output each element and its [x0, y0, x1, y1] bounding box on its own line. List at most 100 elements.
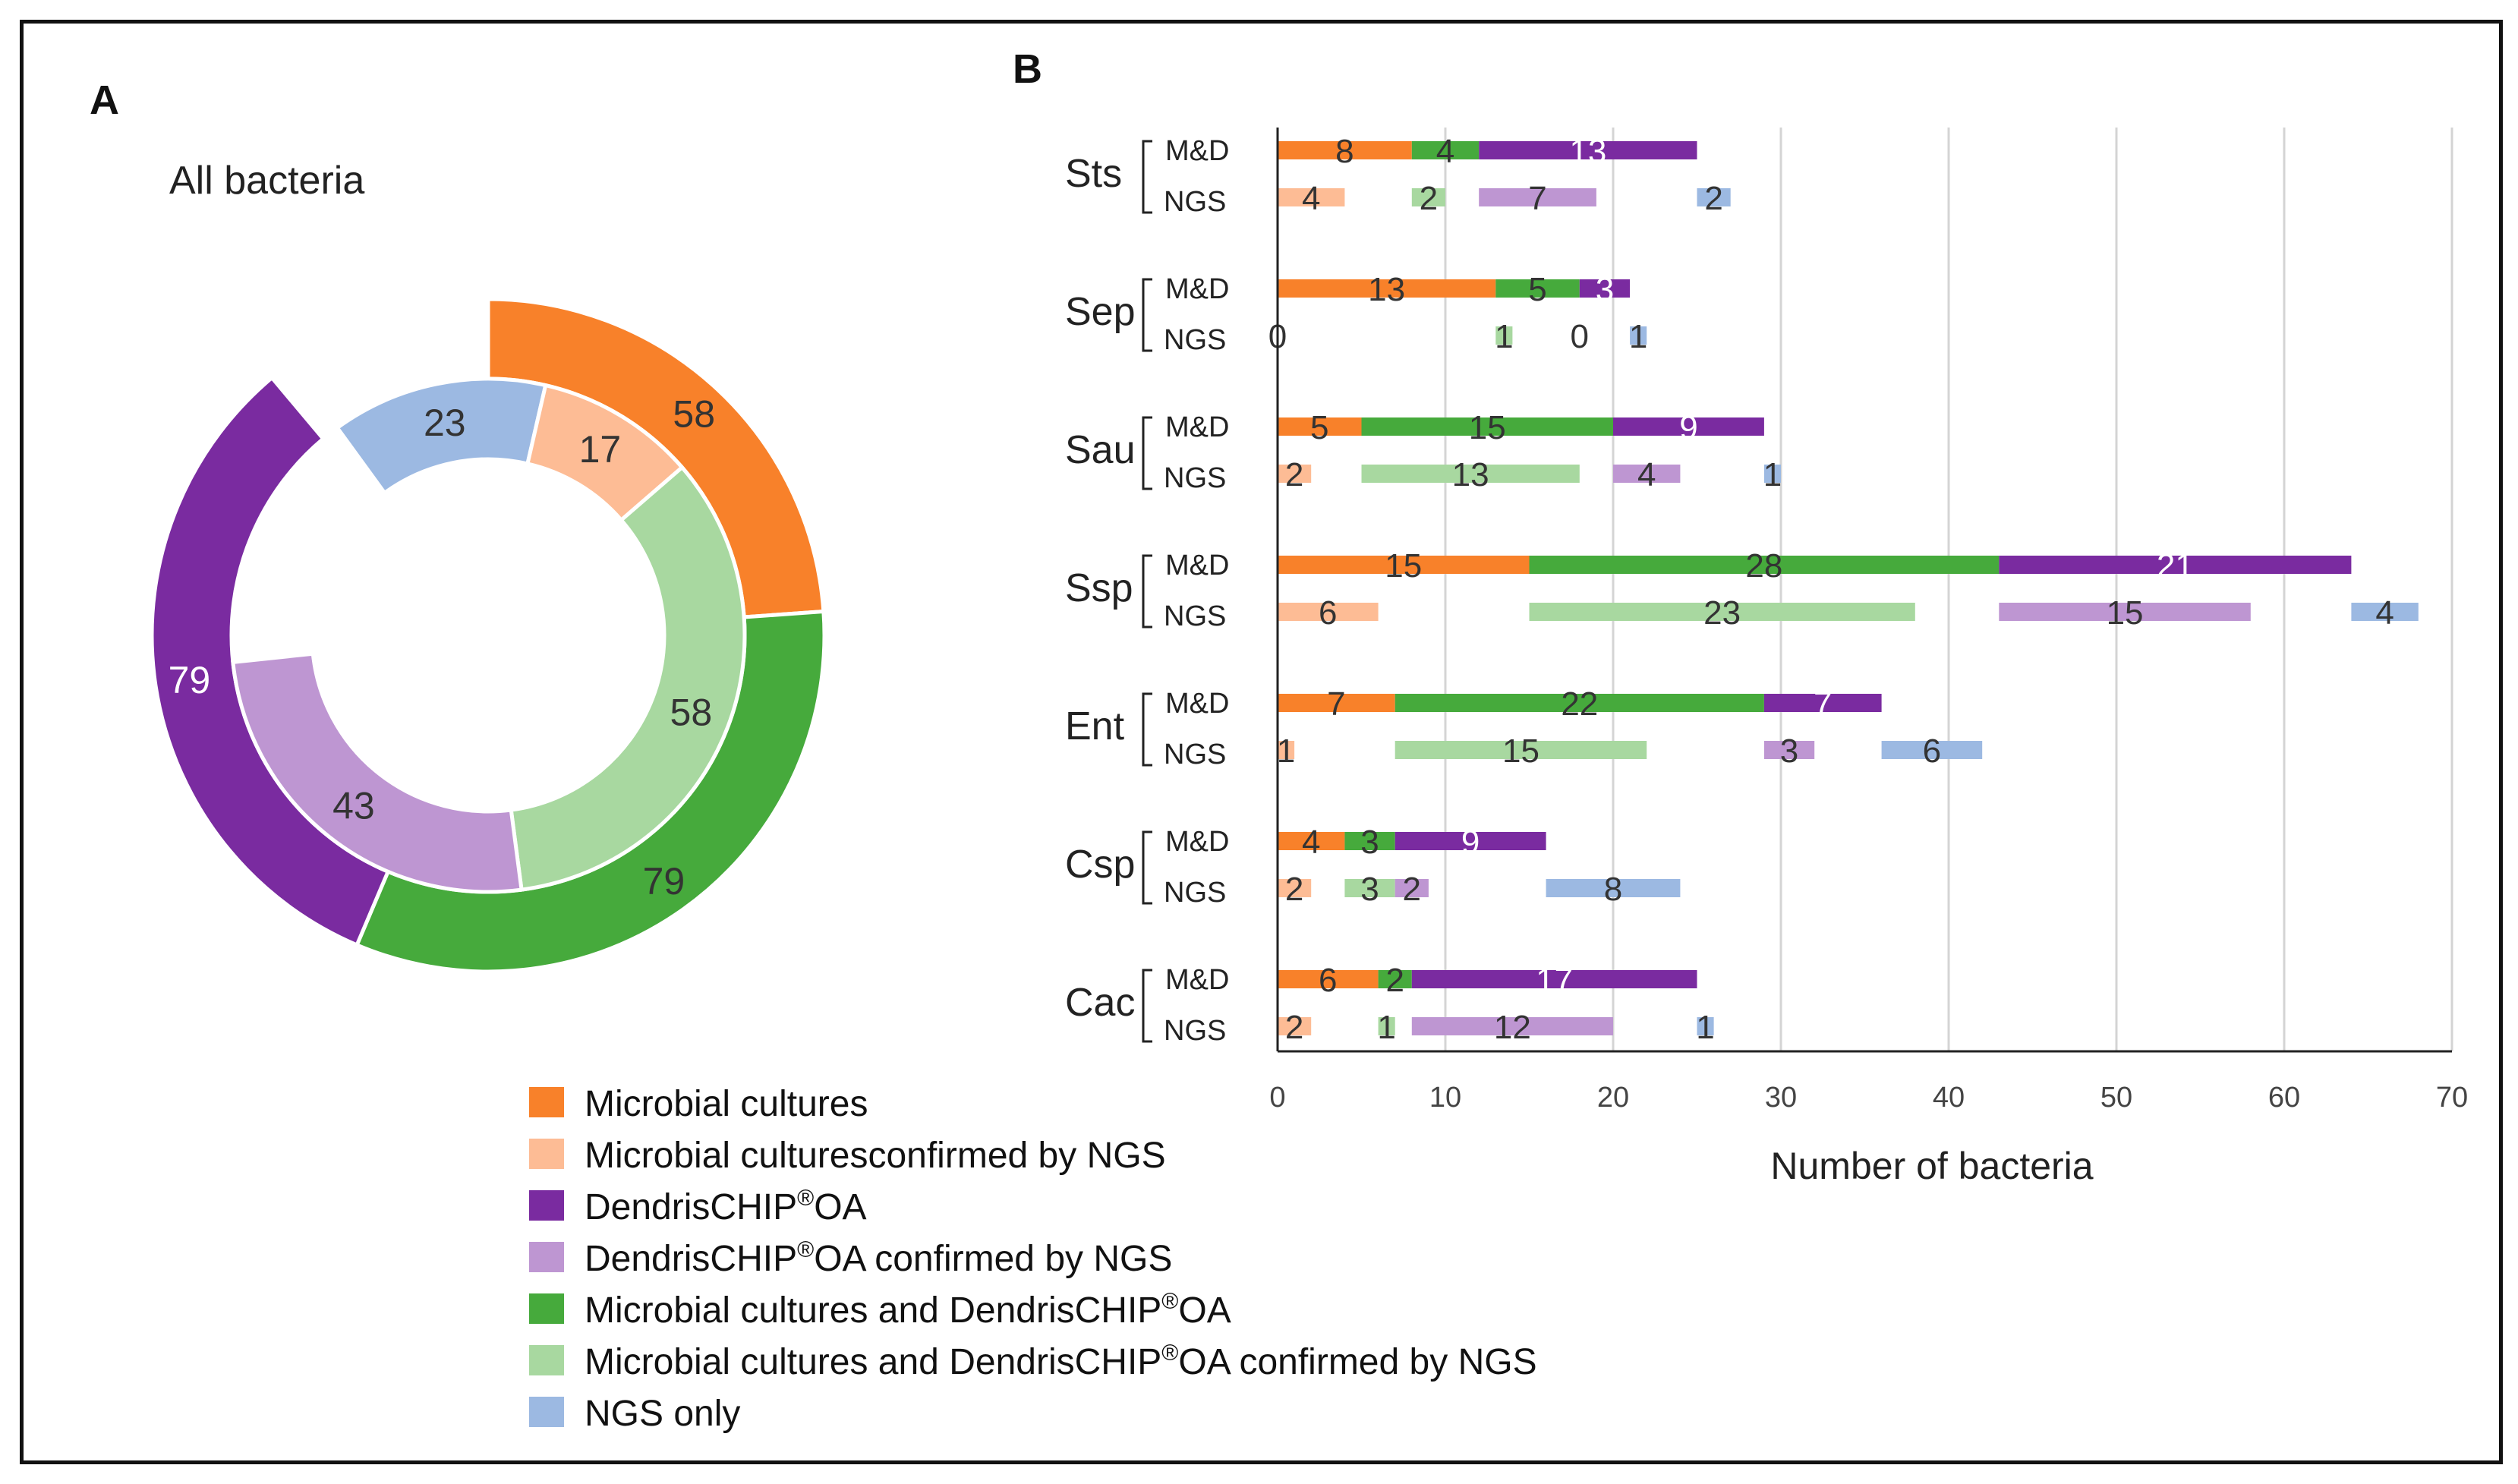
bar-ngs-dendrischip-confirmed — [1999, 603, 2251, 621]
bar-md-microbial-cultures — [1278, 141, 1412, 159]
row-label-ngs: NGS — [1164, 877, 1226, 909]
legend-item-microbial-cultures-confirmed: Microbial culturesconfirmed by NGS — [529, 1136, 1166, 1176]
bar-value-label: 8 — [1604, 871, 1622, 908]
legend-label: DendrisCHIP®OA confirmed by NGS — [585, 1237, 1172, 1279]
legend-swatch — [529, 1190, 564, 1221]
bar-value-label: 6 — [1319, 962, 1337, 999]
bar-md-microbial-cultures — [1278, 556, 1530, 574]
bar-value-label: 23 — [1703, 594, 1741, 632]
bar-ngs-dendrischip-confirmed — [1763, 741, 1815, 759]
bar-ngs-microbial-cultures-confirmed — [1278, 603, 1379, 621]
bar-value-label: 6 — [1319, 594, 1337, 632]
bar-value-label: 1 — [1629, 318, 1647, 355]
bar-group-ssp: Ssp M&D NGS 15 28 21 6 23 15 4 — [1065, 547, 2419, 632]
bar-ngs-microbial-cultures-confirmed — [1278, 741, 1295, 759]
panel-b-letter: B — [1013, 46, 1042, 92]
row-bracket — [1142, 692, 1152, 767]
bar-md-microbial-cultures — [1278, 970, 1379, 988]
bar-value-label: 2 — [1285, 1009, 1303, 1046]
inner-slice-label: 58 — [670, 692, 713, 734]
bar-value-label: 4 — [2375, 594, 2394, 632]
bar-value-label: 22 — [1561, 685, 1598, 723]
bar-value-label: 8 — [1335, 133, 1354, 170]
bar-ngs-ngs-only — [1881, 741, 1983, 759]
row-bracket — [1142, 830, 1152, 905]
bar-value-label: 1 — [1763, 456, 1782, 493]
inner-slice-dendrischip-confirmed — [231, 651, 524, 894]
bar-value-label: 21 — [2157, 547, 2194, 584]
bar-ngs-both-confirmed — [1361, 465, 1580, 483]
bar-ngs-both-confirmed — [1495, 326, 1513, 345]
bar-md-dendrischip — [1411, 970, 1697, 988]
bar-value-label: 5 — [1528, 271, 1546, 308]
donut-chart: All bacteria 58 79 79 23 17 58 43 — [150, 159, 827, 974]
legend-label: Microbial cultures and DendrisCHIP®OA — [585, 1289, 1231, 1331]
legend-swatch — [529, 1345, 564, 1375]
row-label-md: M&D — [1165, 550, 1229, 581]
legend-label: Microbial culturesconfirmed by NGS — [585, 1136, 1166, 1176]
row-label-md: M&D — [1165, 826, 1229, 858]
inner-slice-label: 17 — [579, 428, 622, 471]
legend-item-dendrischip-confirmed: DendrisCHIP®OA confirmed by NGS — [529, 1237, 1172, 1279]
bar-ngs-both-confirmed — [1411, 188, 1445, 206]
bar-value-label: 4 — [1302, 824, 1320, 861]
bar-value-label: 4 — [1302, 180, 1320, 217]
bar-value-label: 0 — [1571, 318, 1589, 355]
bar-md-both — [1395, 694, 1764, 712]
bar-value-label: 5 — [1310, 409, 1328, 446]
bar-value-label: 17 — [1536, 962, 1573, 999]
legend-item-microbial-cultures: Microbial cultures — [529, 1084, 868, 1124]
category-label: Sau — [1065, 428, 1136, 472]
bar-md-dendrischip — [1999, 556, 2352, 574]
row-bracket — [1142, 554, 1152, 629]
panel-a-letter: A — [90, 77, 119, 123]
row-label-ngs: NGS — [1164, 1015, 1226, 1047]
x-tick-label: 20 — [1597, 1082, 1629, 1114]
category-label: Sep — [1065, 290, 1136, 334]
row-label-md: M&D — [1165, 411, 1229, 443]
bar-value-label: 3 — [1360, 824, 1379, 861]
figure-frame — [20, 20, 2503, 1464]
axes: 0 10 20 30 40 50 60 70 — [1269, 128, 2468, 1114]
bar-md-both — [1378, 970, 1412, 988]
inner-slice-label: 43 — [332, 785, 375, 827]
bar-value-label: 2 — [1385, 962, 1404, 999]
row-bracket — [1142, 416, 1152, 490]
bar-md-microbial-cultures — [1278, 279, 1496, 298]
bar-value-label: 15 — [2107, 594, 2144, 632]
legend-swatch — [529, 1139, 564, 1169]
legend-swatch — [529, 1397, 564, 1427]
row-label-md: M&D — [1165, 273, 1229, 305]
bar-value-label: 6 — [1923, 733, 1941, 770]
legend-item-both: Microbial cultures and DendrisCHIP®OA — [529, 1289, 1231, 1331]
bar-value-label: 2 — [1285, 871, 1303, 908]
row-label-md: M&D — [1165, 688, 1229, 720]
legend: Microbial cultures Microbial culturesconf… — [529, 1084, 1537, 1434]
bar-value-label: 4 — [1637, 456, 1656, 493]
bar-value-label: 13 — [1368, 271, 1405, 308]
row-bracket — [1142, 969, 1152, 1043]
bar-value-label: 15 — [1502, 733, 1539, 770]
grid-lines — [1444, 128, 2453, 1051]
bar-md-dendrischip — [1395, 832, 1546, 850]
x-tick-label: 0 — [1269, 1082, 1285, 1114]
legend-label: Microbial cultures and DendrisCHIP®OA co… — [585, 1341, 1537, 1382]
row-label-ngs: NGS — [1164, 739, 1226, 770]
bar-value-label: 15 — [1385, 547, 1422, 584]
x-tick-label: 40 — [1933, 1082, 1965, 1114]
bar-ngs-ngs-only — [1546, 879, 1681, 897]
bar-ngs-both-confirmed — [1395, 741, 1647, 759]
bar-value-label: 1 — [1495, 318, 1513, 355]
bar-md-both — [1411, 141, 1480, 159]
outer-slice-label: 79 — [643, 860, 685, 903]
bar-md-both — [1529, 556, 2000, 574]
row-label-md: M&D — [1165, 135, 1229, 167]
bar-value-label: 1 — [1277, 733, 1295, 770]
row-label-ngs: NGS — [1164, 186, 1226, 218]
category-label: Csp — [1065, 843, 1135, 887]
row-label-ngs: NGS — [1164, 600, 1226, 632]
x-tick-label: 10 — [1429, 1082, 1461, 1114]
